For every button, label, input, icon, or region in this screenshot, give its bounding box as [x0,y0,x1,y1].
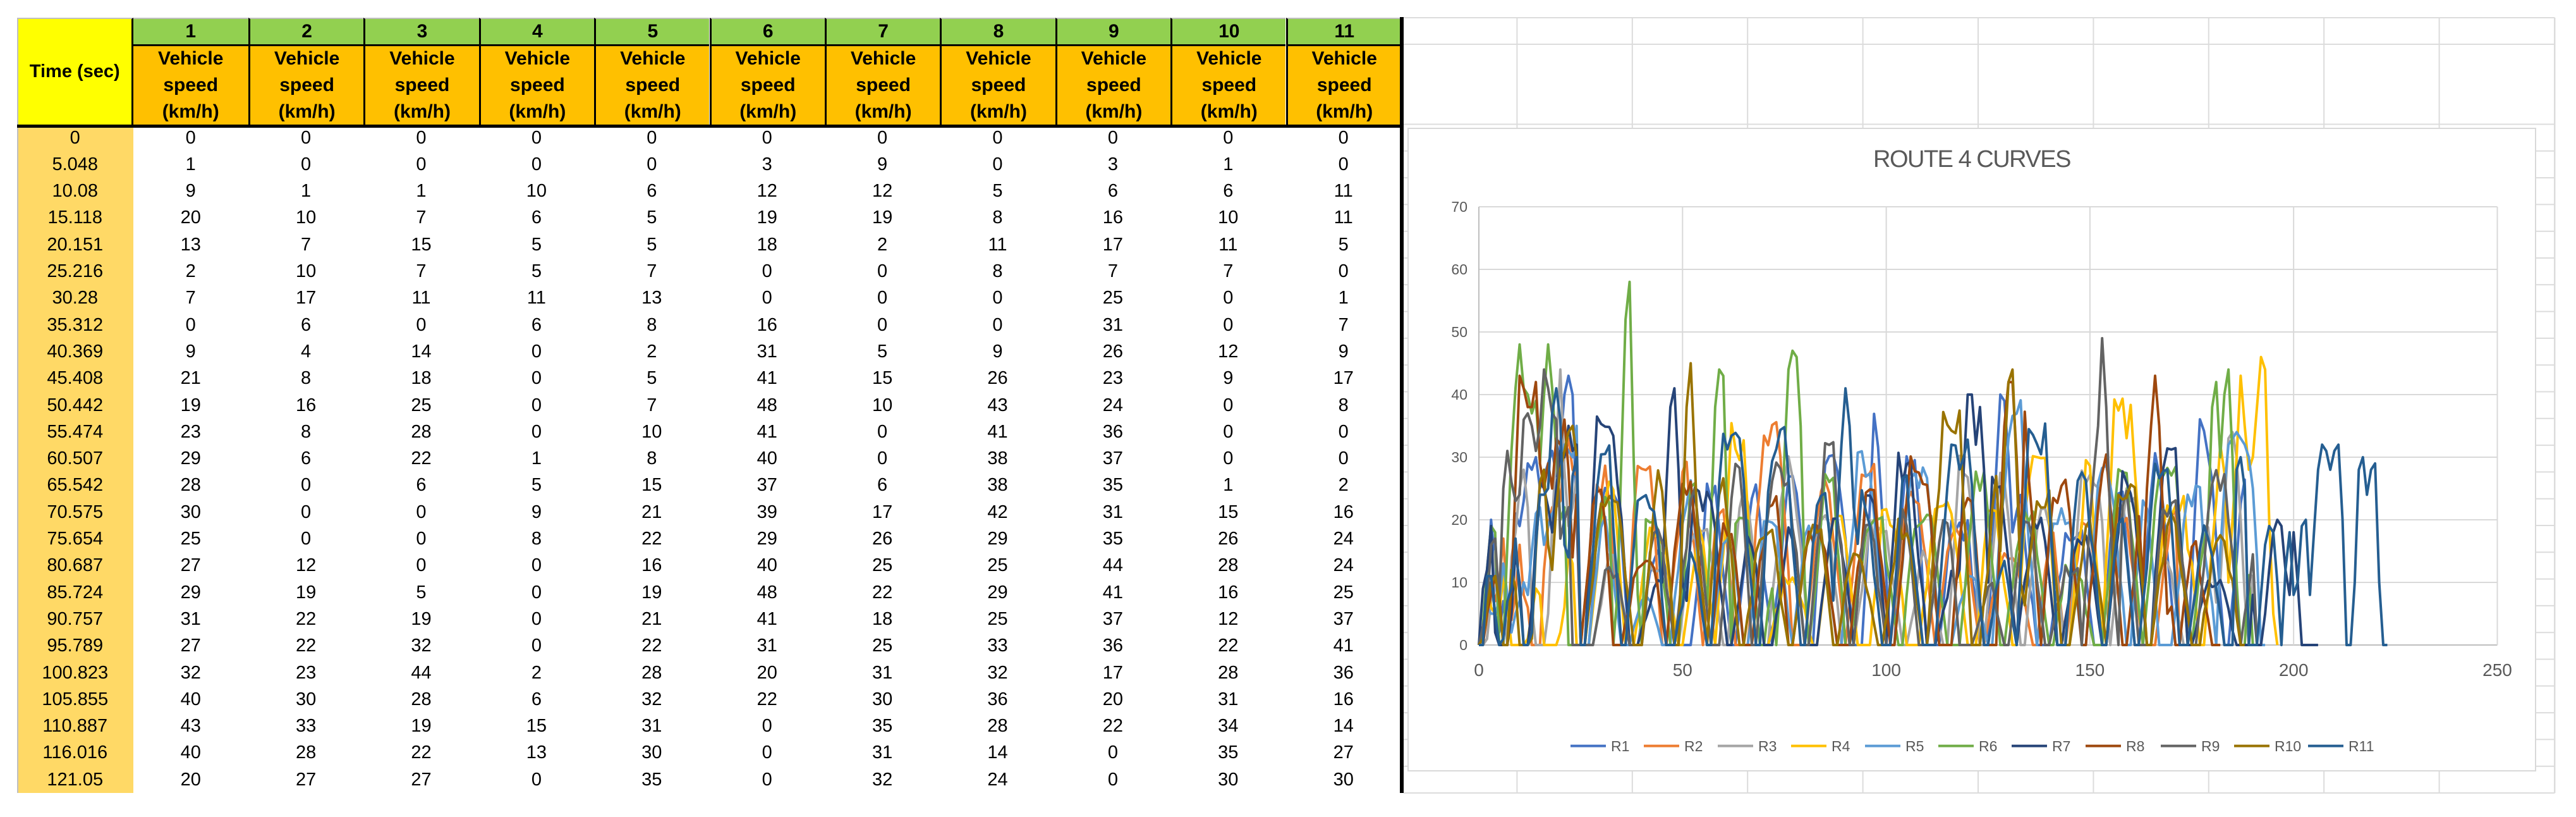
svg-text:R8: R8 [2126,738,2144,754]
svg-text:R11: R11 [2348,738,2374,754]
svg-text:R9: R9 [2201,738,2220,754]
svg-text:70: 70 [1451,199,1467,215]
svg-text:20: 20 [1451,512,1467,528]
svg-text:10: 10 [1451,574,1467,591]
svg-text:150: 150 [2075,660,2105,680]
svg-text:R10: R10 [2275,738,2301,754]
svg-text:0: 0 [1459,637,1467,653]
svg-text:0: 0 [1474,660,1484,680]
svg-text:100: 100 [1871,660,1901,680]
svg-text:50: 50 [1673,660,1692,680]
svg-text:30: 30 [1451,449,1467,465]
svg-text:50: 50 [1451,324,1467,340]
svg-text:R6: R6 [1979,738,1997,754]
svg-text:R4: R4 [1832,738,1850,754]
svg-text:250: 250 [2482,660,2512,680]
svg-text:R2: R2 [1684,738,1703,754]
svg-text:200: 200 [2279,660,2309,680]
svg-text:60: 60 [1451,261,1467,278]
svg-text:R5: R5 [1905,738,1924,754]
svg-text:R7: R7 [2052,738,2070,754]
svg-text:R1: R1 [1611,738,1629,754]
svg-text:R3: R3 [1758,738,1777,754]
svg-text:ROUTE 4 CURVES: ROUTE 4 CURVES [1873,146,2070,173]
svg-text:40: 40 [1451,386,1467,403]
